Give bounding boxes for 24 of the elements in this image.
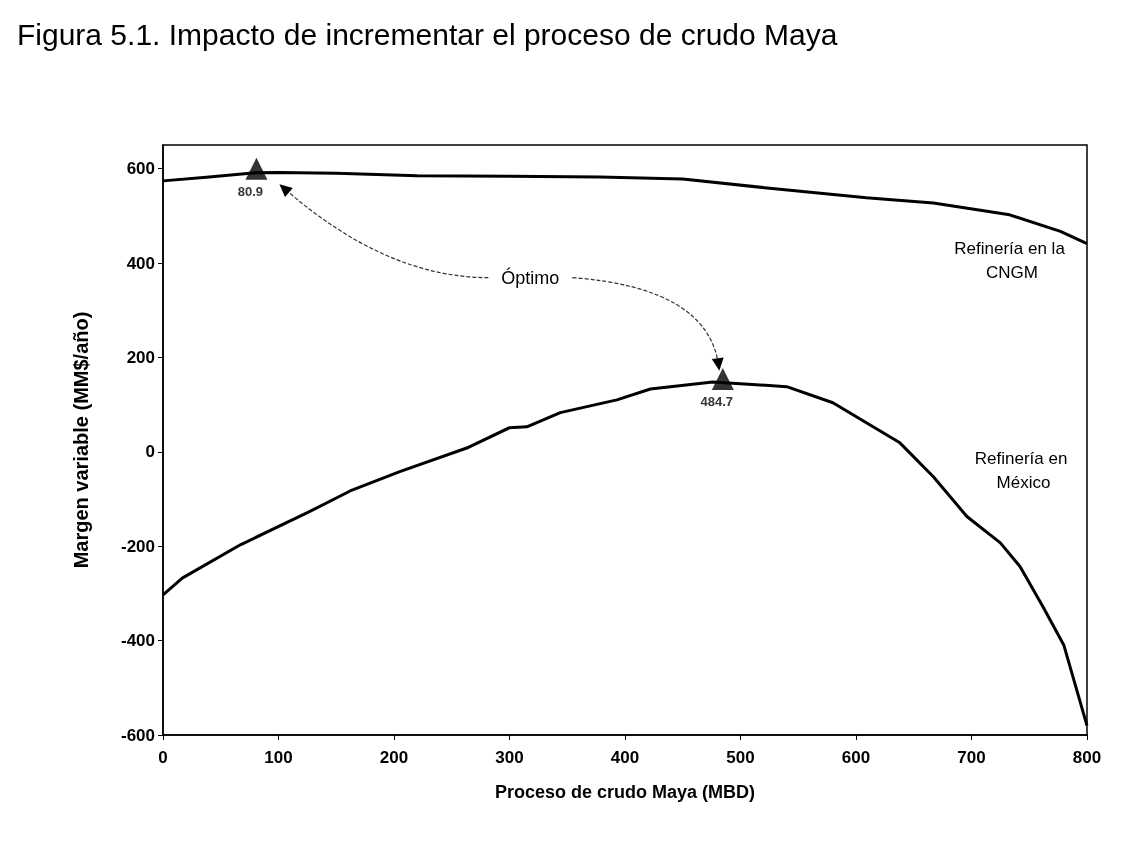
x-tick-label: 300 [495,748,524,767]
x-tick-label: 0 [158,748,168,767]
series-label: Refinería en México [974,449,1073,493]
annotation: 80.9 [237,183,264,199]
chart-title: Figura 5.1. Impacto de incrementar el proceso de crudo Maya [17,17,838,51]
y-tick-label: 400 [126,253,155,273]
y-tick-label: -200 [120,536,155,556]
annotation: 484.7 [700,393,734,409]
y-axis-title: Margen variable (MM$/año) [70,311,92,569]
x-tick-label: 800 [1072,748,1102,767]
y-tick-label: 0 [145,442,155,462]
x-tick-label: 600 [841,748,871,767]
series-label: Refinería en la CNGM [954,239,1070,283]
y-tick-label: 200 [126,347,155,367]
y-tick-label: 600 [126,159,155,179]
x-tick-label: 200 [379,748,409,767]
x-tick-label: 100 [264,748,293,767]
x-tick-label: 400 [610,748,640,767]
x-tick-label: 700 [957,748,986,767]
x-axis-title: Proceso de crudo Maya (MBD) [494,782,756,802]
x-tick-label: 500 [726,748,755,767]
y-tick-label: -400 [120,631,155,651]
annotation: Óptimo [501,266,560,288]
y-tick-label: -600 [120,725,155,745]
